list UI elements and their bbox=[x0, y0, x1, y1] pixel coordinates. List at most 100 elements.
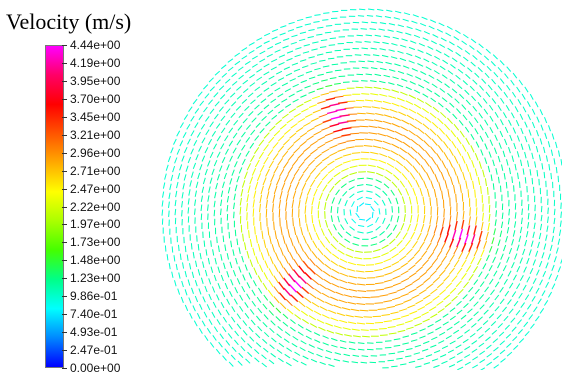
velocity-vector bbox=[532, 122, 534, 128]
velocity-vector bbox=[290, 79, 296, 82]
velocity-vector bbox=[353, 297, 362, 298]
velocity-vector bbox=[472, 234, 475, 244]
velocity-vector bbox=[333, 236, 338, 242]
velocity-vector bbox=[334, 83, 341, 84]
velocity-vector bbox=[398, 71, 404, 73]
velocity-vector bbox=[343, 328, 351, 330]
velocity-vector bbox=[553, 227, 554, 233]
velocity-vector bbox=[401, 263, 408, 268]
velocity-vector bbox=[227, 271, 229, 277]
velocity-vector bbox=[423, 295, 430, 299]
velocity-vector bbox=[535, 102, 538, 108]
velocity-vector bbox=[326, 220, 328, 227]
velocity-vector bbox=[309, 345, 315, 348]
velocity-vector bbox=[414, 249, 420, 256]
velocity-vector bbox=[254, 191, 256, 199]
velocity-vector bbox=[509, 168, 510, 174]
velocity-vector bbox=[474, 249, 478, 257]
velocity-vector bbox=[292, 199, 294, 208]
velocity-vector bbox=[346, 232, 351, 236]
velocity-vector bbox=[488, 85, 492, 90]
velocity-vector bbox=[457, 268, 462, 275]
velocity-vector bbox=[219, 107, 223, 112]
velocity-vector bbox=[361, 330, 369, 331]
velocity-vector bbox=[406, 188, 409, 195]
velocity-vector bbox=[536, 288, 539, 294]
velocity-vector bbox=[226, 88, 231, 92]
velocity-vector bbox=[230, 93, 235, 97]
velocity-vector bbox=[237, 140, 241, 145]
velocity-vector bbox=[463, 339, 468, 342]
velocity-vector bbox=[380, 295, 389, 296]
velocity-vector bbox=[416, 300, 424, 304]
velocity-vector bbox=[501, 359, 506, 363]
velocity-vector bbox=[383, 301, 392, 303]
velocity-vector bbox=[356, 271, 364, 272]
velocity-vector bbox=[479, 113, 483, 118]
velocity-vector bbox=[523, 107, 526, 113]
velocity-vector bbox=[306, 136, 313, 141]
velocity-vector bbox=[261, 252, 264, 260]
velocity-vector bbox=[521, 128, 523, 134]
velocity-vector bbox=[507, 159, 509, 165]
velocity-vector bbox=[439, 128, 445, 134]
velocity-vector bbox=[350, 227, 355, 231]
velocity-vector bbox=[452, 141, 456, 148]
velocity-vector bbox=[242, 256, 244, 262]
velocity-vector bbox=[438, 309, 445, 313]
velocity-vector bbox=[195, 123, 198, 128]
velocity-vector bbox=[477, 51, 482, 55]
velocity-vector bbox=[323, 336, 329, 339]
velocity-vector bbox=[517, 151, 519, 157]
velocity-vector bbox=[306, 71, 312, 73]
velocity-vector bbox=[397, 324, 405, 326]
velocity-vector bbox=[195, 108, 199, 113]
velocity-vector bbox=[292, 159, 298, 166]
velocity-vector bbox=[225, 149, 228, 155]
velocity-vector bbox=[279, 62, 285, 65]
velocity-vector bbox=[205, 270, 207, 276]
velocity-vector bbox=[243, 234, 244, 242]
velocity-vector bbox=[277, 350, 282, 354]
velocity-vector bbox=[421, 224, 424, 232]
velocity-vector bbox=[278, 78, 284, 81]
velocity-vector bbox=[546, 155, 547, 161]
velocity-vector bbox=[468, 189, 469, 197]
velocity-vector bbox=[384, 280, 392, 282]
velocity-vector bbox=[380, 335, 388, 336]
velocity-vector bbox=[276, 317, 281, 322]
velocity-vector bbox=[388, 327, 396, 328]
velocity-vector bbox=[371, 48, 377, 49]
velocity-vector bbox=[488, 187, 489, 195]
velocity-vector bbox=[412, 69, 418, 72]
velocity-vector bbox=[446, 134, 451, 141]
velocity-vector bbox=[317, 144, 325, 148]
velocity-vector bbox=[208, 100, 212, 105]
velocity-vector bbox=[353, 336, 361, 337]
velocity-vector bbox=[485, 287, 489, 292]
velocity-vector bbox=[278, 158, 283, 165]
velocity-vector bbox=[512, 177, 513, 183]
velocity-vector bbox=[410, 82, 416, 85]
velocity-vector bbox=[281, 227, 282, 236]
velocity-vector bbox=[470, 172, 472, 180]
velocity-vector bbox=[430, 215, 432, 224]
velocity-vector bbox=[227, 253, 228, 259]
velocity-vector bbox=[405, 33, 411, 35]
velocity-vector bbox=[434, 56, 440, 59]
velocity-vector bbox=[438, 103, 443, 107]
velocity-vector bbox=[247, 294, 250, 300]
velocity-vector bbox=[388, 30, 394, 32]
velocity-vector bbox=[544, 147, 545, 153]
velocity-vector bbox=[537, 117, 539, 123]
velocity-vector bbox=[232, 306, 235, 312]
velocity-vector bbox=[248, 352, 253, 357]
velocity-vector bbox=[226, 120, 230, 125]
velocity-vector bbox=[403, 142, 410, 147]
velocity-vector bbox=[322, 149, 330, 153]
velocity-vector bbox=[248, 93, 253, 97]
velocity-vector bbox=[263, 177, 266, 185]
velocity-vector bbox=[447, 93, 452, 97]
velocity-vector bbox=[404, 166, 410, 172]
velocity-vector bbox=[444, 209, 445, 218]
